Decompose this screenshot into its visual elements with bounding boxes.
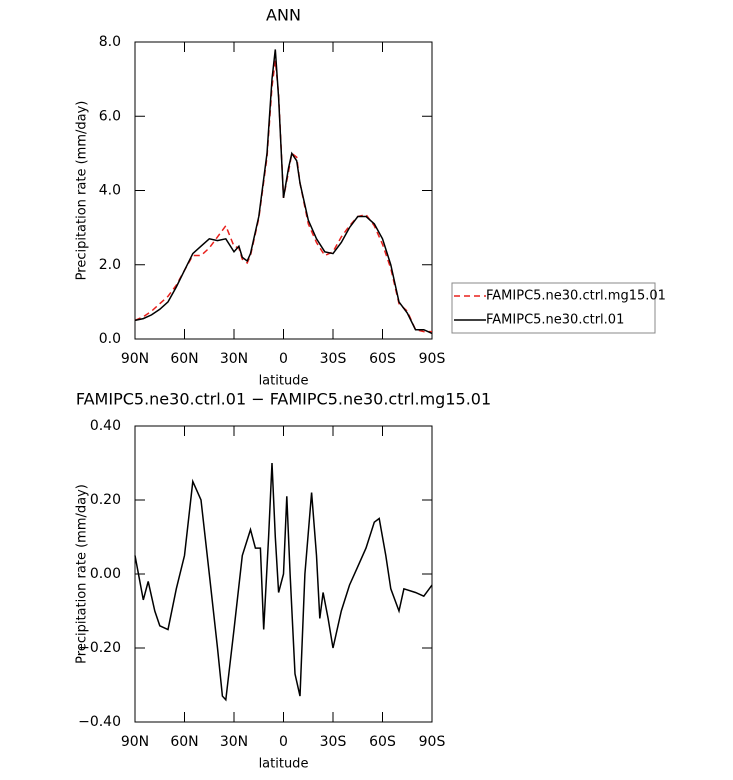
- y-tick-label: 0.00: [90, 566, 121, 582]
- series-line: [134, 49, 433, 335]
- y-axis-label: Precipitation rate (mm/day): [75, 101, 90, 281]
- x-tick-label: 30N: [220, 734, 248, 750]
- series-line: [134, 60, 432, 333]
- legend-box: [451, 282, 656, 334]
- x-tick-label: 30S: [320, 734, 347, 750]
- x-tick-label: 60S: [369, 734, 396, 750]
- x-tick-label: 90S: [419, 351, 446, 367]
- y-tick-label: 0.0: [99, 331, 121, 347]
- y-axis-label: Precipitation rate (mm/day): [75, 484, 90, 664]
- x-tick-label: 90N: [121, 734, 149, 750]
- y-tick-label: −0.20: [78, 640, 121, 656]
- x-tick-label: 90S: [419, 734, 446, 750]
- x-axis-label: latitude: [259, 757, 309, 772]
- x-tick-label: 0: [279, 351, 288, 367]
- plot-frame: [134, 425, 433, 723]
- x-tick-label: 60N: [170, 734, 198, 750]
- series-line: [134, 462, 433, 702]
- y-tick-label: 0.40: [90, 418, 121, 434]
- legend-label: FAMIPC5.ne30.ctrl.01: [486, 313, 624, 328]
- y-tick-label: 4.0: [99, 183, 121, 199]
- x-tick-label: 60N: [170, 351, 198, 367]
- x-tick-label: 30N: [220, 351, 248, 367]
- chart-title: FAMIPC5.ne30.ctrl.01 − FAMIPC5.ne30.ctrl…: [76, 390, 491, 409]
- x-tick-label: 0: [279, 734, 288, 750]
- y-tick-label: 6.0: [99, 108, 121, 124]
- y-tick-label: 0.20: [90, 492, 121, 508]
- y-tick-label: 2.0: [99, 257, 121, 273]
- x-tick-label: 30S: [320, 351, 347, 367]
- plot-frame: [134, 41, 433, 340]
- x-axis-label: latitude: [259, 374, 309, 389]
- y-tick-label: 8.0: [99, 34, 121, 50]
- chart-title: ANN: [266, 6, 301, 25]
- y-tick-label: −0.40: [78, 714, 121, 730]
- x-tick-label: 90N: [121, 351, 149, 367]
- legend-label: FAMIPC5.ne30.ctrl.mg15.01: [486, 289, 666, 304]
- x-tick-label: 60S: [369, 351, 396, 367]
